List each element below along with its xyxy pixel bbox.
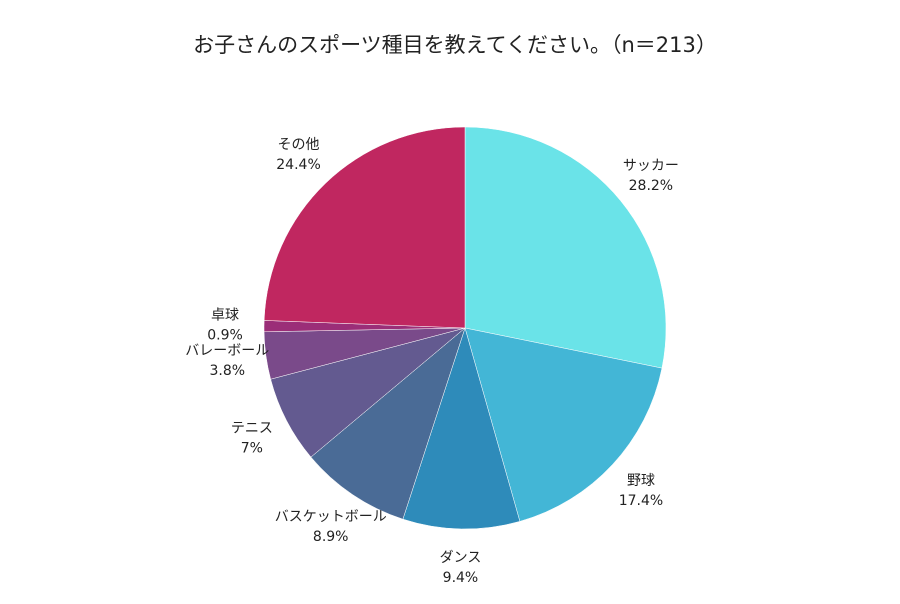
slice-value-label: 8.9% <box>313 529 349 545</box>
chart-title: お子さんのスポーツ種目を教えてください。（n＝213） <box>193 33 717 57</box>
slice-value-label: 3.8% <box>210 363 246 379</box>
slice-value-label: 24.4% <box>276 157 320 173</box>
slice-label: 野球 <box>627 473 655 489</box>
slice-value-label: 28.2% <box>629 178 673 194</box>
pie-slice <box>402 327 521 530</box>
slice-label: ダンス <box>440 550 482 566</box>
slice-value-label: 7% <box>241 440 263 456</box>
pie-slice <box>310 327 466 520</box>
slice-label: サッカー <box>623 158 679 174</box>
slice-value-label: 0.9% <box>207 328 243 344</box>
slice-value-label: 9.4% <box>443 570 479 586</box>
slice-value-label: 17.4% <box>619 493 663 509</box>
pie-slice <box>464 126 667 369</box>
slice-label: 卓球 <box>211 308 239 324</box>
pie-slice <box>464 327 663 522</box>
slice-label: その他 <box>278 137 320 153</box>
slice-label: バスケットボール <box>275 509 387 525</box>
pie-slice <box>263 126 466 329</box>
slice-label: テニス <box>231 420 273 436</box>
slice-label: バレーボール <box>185 343 269 359</box>
